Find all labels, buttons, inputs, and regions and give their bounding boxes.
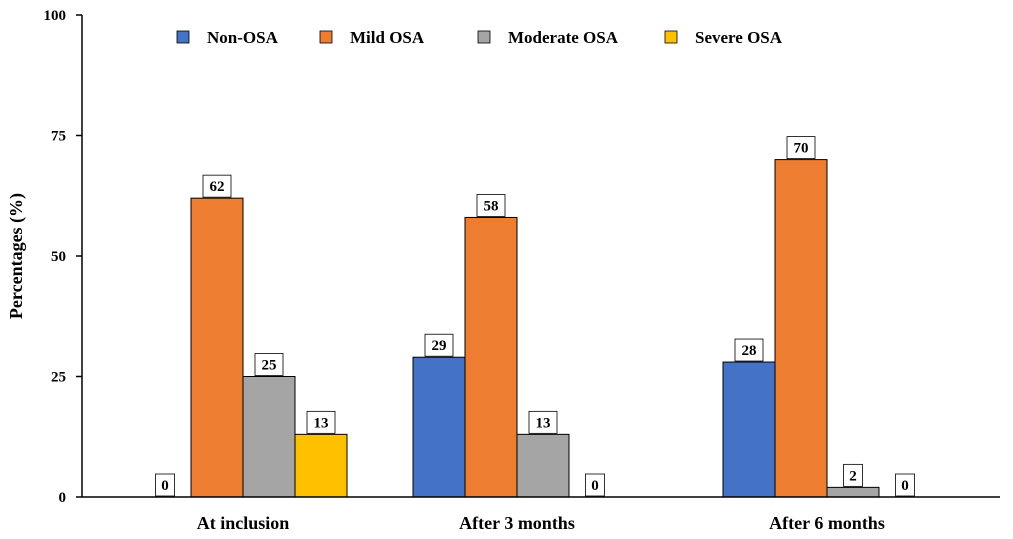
x-category-label: After 6 months bbox=[769, 513, 885, 533]
legend-swatch bbox=[319, 30, 333, 44]
y-tick-label: 100 bbox=[44, 8, 67, 24]
legend-swatch bbox=[176, 30, 190, 44]
data-label-box bbox=[476, 194, 506, 217]
data-label: 0 bbox=[901, 478, 909, 494]
data-label: 70 bbox=[794, 141, 809, 157]
legend-swatch bbox=[477, 30, 491, 44]
data-label-box bbox=[306, 410, 336, 434]
bar-moderate-osa-1 bbox=[516, 433, 570, 498]
data-label-box bbox=[528, 410, 558, 434]
data-label-box bbox=[424, 333, 454, 357]
legend-swatch bbox=[664, 30, 678, 44]
data-label: 62 bbox=[210, 179, 225, 195]
bar-mild-osa-0 bbox=[190, 197, 244, 498]
bar-severe-osa-0 bbox=[294, 433, 348, 498]
legend-label: Mild OSA bbox=[350, 28, 425, 47]
data-label: 0 bbox=[591, 478, 599, 494]
data-label: 0 bbox=[161, 478, 169, 494]
data-label: 13 bbox=[314, 415, 329, 431]
y-tick-label: 0 bbox=[59, 490, 67, 506]
legend-label: Severe OSA bbox=[695, 28, 783, 47]
legend: Non-OSA Mild OSA Moderate OSA Severe OSA bbox=[176, 28, 783, 47]
x-category-label: At inclusion bbox=[197, 513, 290, 533]
legend-label: Moderate OSA bbox=[508, 28, 619, 47]
data-label: 58 bbox=[484, 198, 499, 214]
bar-moderate-osa-2 bbox=[826, 486, 880, 498]
data-label: 25 bbox=[262, 358, 277, 374]
bar-moderate-osa-0 bbox=[242, 376, 296, 498]
data-label: 28 bbox=[742, 343, 757, 359]
legend-label: Non-OSA bbox=[207, 28, 279, 47]
y-tick-label: 50 bbox=[51, 249, 66, 265]
data-label: 13 bbox=[536, 415, 551, 431]
y-tick-label: 25 bbox=[51, 370, 66, 386]
data-label-box bbox=[786, 136, 816, 160]
data-label-box bbox=[843, 463, 863, 487]
bar-non-osa-1 bbox=[412, 356, 466, 498]
bar-mild-osa-2 bbox=[774, 159, 828, 498]
data-label-box bbox=[202, 174, 232, 198]
data-label-box bbox=[254, 353, 284, 376]
data-label-box bbox=[585, 473, 605, 497]
data-label-box bbox=[734, 338, 764, 362]
x-category-label: After 3 months bbox=[459, 513, 575, 533]
y-axis-title: Percentages (%) bbox=[6, 193, 27, 319]
data-label-box bbox=[895, 473, 915, 497]
bar-non-osa-2 bbox=[722, 361, 776, 498]
y-tick-label: 75 bbox=[51, 129, 66, 145]
bar-mild-osa-1 bbox=[464, 216, 518, 498]
data-label: 2 bbox=[849, 468, 857, 484]
data-label-box bbox=[155, 473, 175, 497]
data-label: 29 bbox=[432, 338, 447, 354]
